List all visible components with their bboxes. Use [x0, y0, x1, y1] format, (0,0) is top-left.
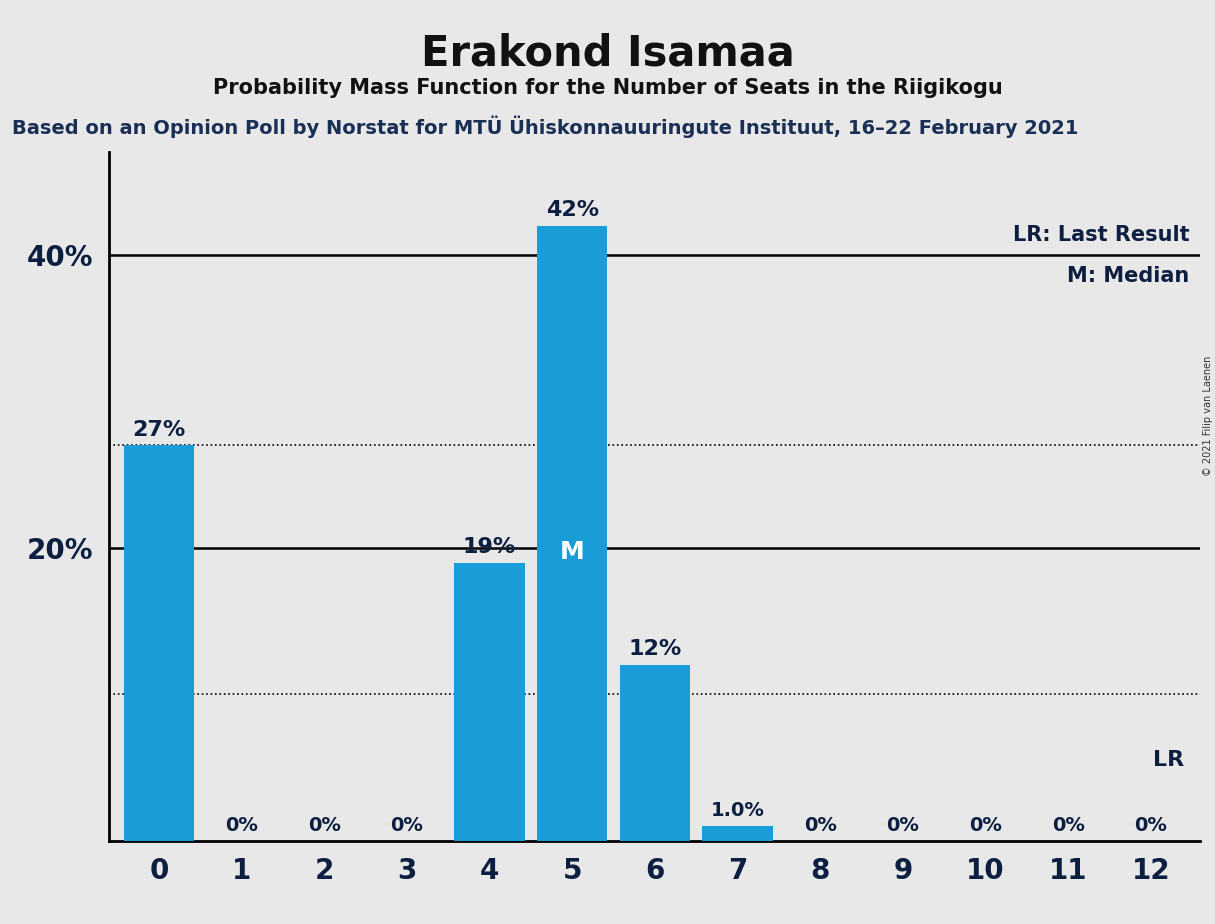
Text: 0%: 0% — [1052, 816, 1085, 835]
Text: LR: Last Result: LR: Last Result — [1013, 225, 1189, 245]
Text: 19%: 19% — [463, 537, 516, 556]
Text: 1.0%: 1.0% — [711, 801, 764, 821]
Text: Erakond Isamaa: Erakond Isamaa — [420, 32, 795, 74]
Text: Based on an Opinion Poll by Norstat for MTÜ Ühiskonnauuringute Instituut, 16–22 : Based on an Opinion Poll by Norstat for … — [12, 116, 1079, 138]
Text: 42%: 42% — [546, 200, 599, 220]
Text: 0%: 0% — [307, 816, 340, 835]
Text: 0%: 0% — [887, 816, 920, 835]
Text: 0%: 0% — [225, 816, 258, 835]
Bar — [537, 225, 608, 841]
Text: 0%: 0% — [1135, 816, 1168, 835]
Text: 27%: 27% — [132, 419, 186, 440]
Text: 0%: 0% — [970, 816, 1002, 835]
Text: 12%: 12% — [628, 639, 682, 659]
Bar — [454, 563, 525, 841]
Text: M: Median: M: Median — [1067, 266, 1189, 286]
Text: 0%: 0% — [804, 816, 837, 835]
Text: © 2021 Filip van Laenen: © 2021 Filip van Laenen — [1203, 356, 1213, 476]
Text: M: M — [560, 540, 584, 564]
Text: 0%: 0% — [390, 816, 423, 835]
Text: LR: LR — [1153, 750, 1183, 771]
Text: Probability Mass Function for the Number of Seats in the Riigikogu: Probability Mass Function for the Number… — [213, 78, 1002, 98]
Bar — [620, 665, 690, 841]
Bar — [124, 445, 194, 841]
Bar — [702, 826, 773, 841]
